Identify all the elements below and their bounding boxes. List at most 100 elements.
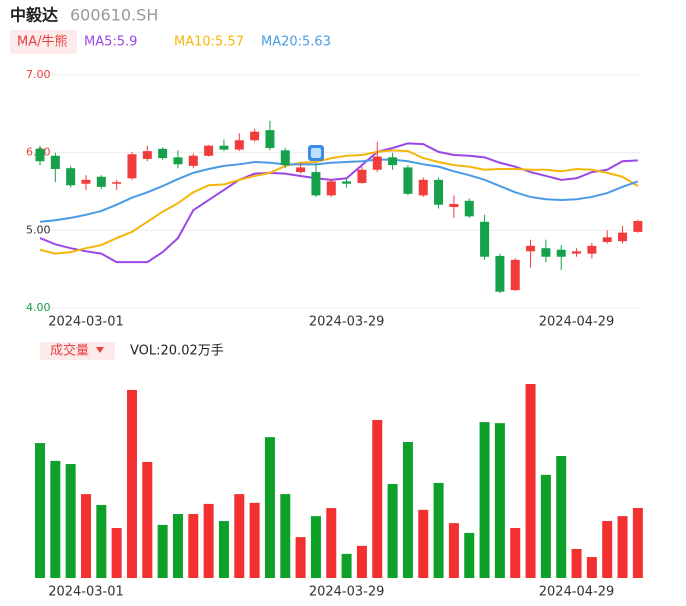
volume-bar [494, 423, 505, 578]
volume-bar [556, 456, 567, 578]
candle-body [234, 140, 244, 150]
candle-body [66, 168, 76, 186]
volume-bar [341, 553, 352, 578]
volume-bar [142, 461, 153, 578]
stock-name: 中毅达 [10, 6, 58, 25]
volume-bar [80, 494, 91, 578]
volume-bar [203, 503, 214, 578]
x-tick-label: 2024-03-29 [309, 585, 385, 600]
volume-bar [126, 389, 137, 578]
candle-body [173, 157, 183, 165]
candle-body [372, 156, 382, 170]
candle-body [50, 155, 60, 169]
candle-body [464, 200, 474, 217]
candle-body [112, 182, 122, 184]
volume-bar [571, 548, 582, 578]
volume-bar [264, 437, 275, 578]
volume-bar [540, 474, 551, 578]
volume-bar [96, 504, 107, 578]
volume-bar [295, 537, 306, 578]
volume-bar [387, 483, 398, 578]
volume-bar [418, 509, 429, 578]
x-tick-label: 2024-04-29 [539, 315, 615, 330]
candle-body [204, 145, 214, 156]
candle-body [142, 151, 152, 159]
candle-body [188, 155, 198, 166]
volume-bar [479, 422, 490, 578]
candle-body [127, 154, 137, 179]
candle-body [480, 221, 490, 257]
legend-entry: MA10:5.57 [174, 35, 244, 50]
volume-bar [157, 524, 168, 578]
candle-body [96, 176, 106, 187]
legend-entry: MA5:5.9 [84, 35, 137, 50]
x-tick-label: 2024-03-29 [309, 315, 385, 330]
volume-bar [356, 545, 367, 578]
candle-body [434, 179, 444, 205]
volume-bar [464, 532, 475, 578]
y-tick-label: 7.00 [26, 68, 51, 81]
volume-bar [448, 523, 459, 578]
candle-body [265, 130, 275, 149]
candle-body [510, 259, 520, 291]
candle-body [495, 255, 505, 292]
candle-body [280, 150, 290, 166]
candle-body [633, 221, 643, 232]
volume-bar [50, 460, 61, 578]
candle-body [35, 148, 45, 162]
volume-bar [433, 482, 444, 578]
vol-button[interactable]: 成交量 [50, 343, 89, 359]
volume-bar [280, 494, 291, 578]
marker-icon [308, 145, 324, 161]
volume-bar [310, 516, 321, 578]
volume-bar [586, 557, 597, 578]
x-tick-label: 2024-04-29 [539, 585, 615, 600]
volume-bar [65, 464, 76, 578]
volume-bar [172, 514, 183, 578]
candle-body [403, 167, 413, 194]
candle-body [526, 245, 536, 252]
candle-body [572, 251, 582, 254]
candle-body [418, 179, 428, 196]
volume-bar [632, 508, 643, 578]
legend-entry: VOL:20.02万手 [130, 344, 224, 359]
x-tick-label: 2024-03-01 [48, 585, 124, 600]
candle-body [342, 181, 352, 184]
volume-bar [372, 420, 383, 578]
volume-bar [35, 443, 45, 578]
candle-body [618, 232, 628, 242]
x-tick-label: 2024-03-01 [48, 315, 124, 330]
volume-bar [326, 508, 337, 578]
ma-line [39, 149, 639, 255]
volume-bar [525, 384, 536, 578]
candle-body [449, 203, 459, 208]
volume-bar [111, 528, 122, 578]
volume-bar [218, 521, 229, 578]
volume-bar [249, 502, 260, 578]
ma-button[interactable]: MA/牛熊 [17, 34, 68, 50]
legend-entry: MA20:5.63 [261, 35, 331, 50]
y-tick-label: 4.00 [26, 301, 51, 314]
candle-body [219, 145, 229, 150]
ma-button-bg[interactable] [10, 30, 77, 54]
candle-body [388, 157, 398, 166]
ma-line [39, 158, 639, 223]
vol-button-bg[interactable] [40, 342, 115, 360]
stock-code: 600610.SH [70, 6, 158, 25]
candle-body [326, 181, 336, 196]
volume-bar [617, 516, 628, 578]
candle-body [541, 248, 551, 257]
dropdown-icon[interactable] [96, 347, 104, 353]
candle-body [250, 131, 260, 141]
volume-bar [510, 528, 521, 578]
volume-bar [234, 494, 245, 578]
candle-body [81, 179, 91, 184]
volume-bar [602, 521, 613, 578]
candle-body [296, 167, 306, 173]
ma-line [39, 142, 638, 264]
candle-body [556, 249, 566, 257]
y-tick-label: 5.00 [26, 223, 51, 236]
candle-body [602, 237, 612, 242]
